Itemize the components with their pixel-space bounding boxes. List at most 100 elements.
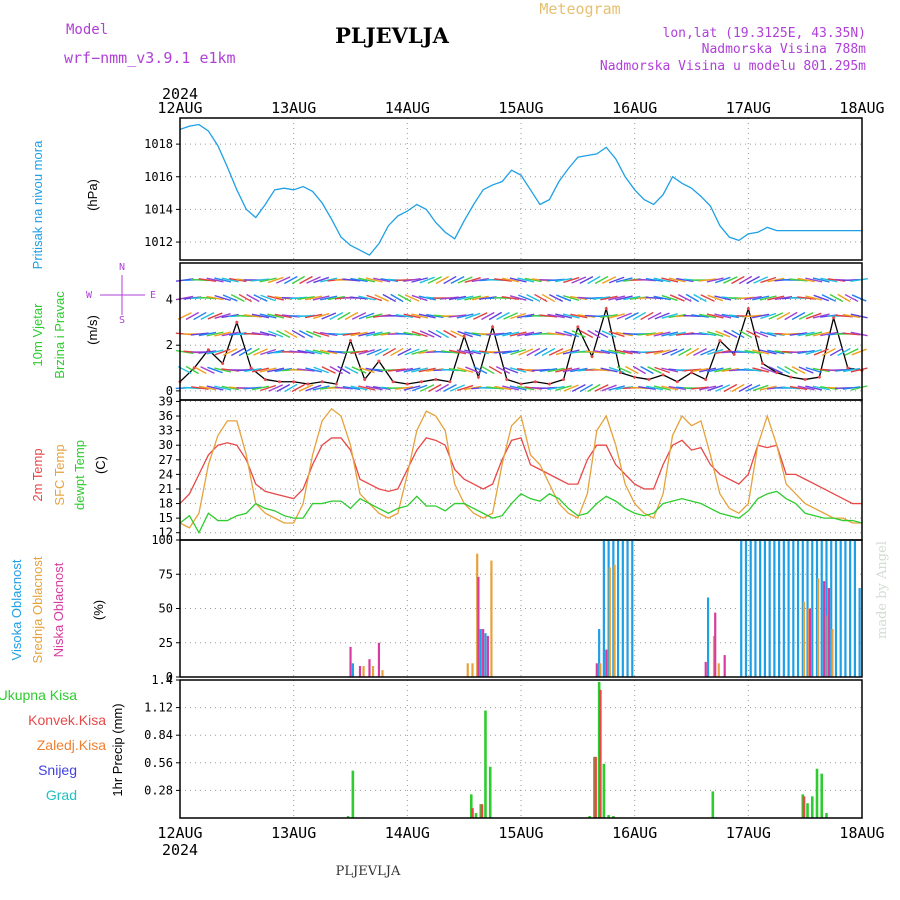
low-bar	[368, 659, 371, 677]
wind-barb	[715, 330, 731, 338]
wind-barb	[411, 349, 428, 355]
wind-label-2: Brzina i Pravac	[52, 291, 67, 379]
wind-barb	[661, 294, 678, 302]
wind-barb	[653, 331, 671, 337]
wind-barb	[435, 329, 450, 339]
wind-barb	[411, 330, 428, 338]
y-tick-label: 0.56	[144, 756, 173, 770]
wind-barb	[342, 332, 361, 336]
high-bar	[839, 540, 842, 677]
mid-bar	[490, 560, 493, 677]
wind-barb	[501, 277, 520, 283]
wind-barb	[549, 294, 564, 302]
y-tick-label: 27	[159, 453, 173, 467]
wind-point	[320, 380, 324, 384]
wind-barb	[782, 386, 800, 390]
wind-barb	[661, 331, 679, 337]
wind-barb	[539, 314, 558, 318]
y-tick-label: 0.28	[144, 783, 173, 797]
wind-barb	[640, 311, 654, 321]
wind-barb	[791, 365, 806, 375]
wind-barb	[691, 314, 709, 318]
wind-barb	[358, 349, 375, 355]
cloud-mid-label: Srednja Oblacnost	[30, 556, 45, 663]
wind-barb	[653, 385, 671, 391]
wind-barb	[752, 349, 770, 355]
wind-barb	[222, 294, 238, 302]
wind-point	[434, 377, 438, 381]
wind-barb	[419, 330, 435, 338]
y-tick-label: 0.84	[144, 728, 173, 742]
wind-barb	[443, 275, 457, 285]
wind-barb	[253, 294, 268, 302]
wind-barb	[298, 384, 314, 392]
wind-barb	[206, 385, 224, 391]
wind-barb	[555, 313, 573, 319]
wind-point	[206, 348, 210, 352]
coords-text: lon,lat (19.3125E, 43.35N)	[663, 26, 867, 41]
pressure-label: Pritisak na nivou mora	[30, 140, 45, 269]
y-tick-label: 1014	[144, 202, 173, 216]
wind-barb	[805, 277, 823, 283]
wind-point	[420, 380, 424, 384]
wind-barb	[746, 330, 761, 338]
high-bar	[787, 540, 790, 677]
wind-barb	[760, 276, 777, 284]
wind-point	[718, 339, 722, 343]
wind-barb	[321, 312, 337, 320]
panel-frame	[179, 679, 863, 819]
wind-barb	[502, 366, 519, 374]
wind-barb	[443, 383, 457, 393]
wind-barb	[457, 330, 473, 338]
temp-sfc-label: SFC Temp	[52, 444, 67, 505]
wind-barb	[837, 347, 851, 357]
wind-barb	[736, 350, 755, 354]
wind-barb	[518, 294, 534, 302]
wind-barb	[284, 383, 298, 393]
wind-barb	[253, 348, 268, 356]
wind-barb	[789, 332, 808, 336]
wind-barb	[699, 367, 717, 373]
high-bar	[616, 540, 620, 677]
high-bar	[806, 540, 809, 677]
y-tick-label: 24	[159, 467, 173, 481]
wind-barb	[207, 366, 223, 374]
low-bar	[377, 642, 381, 677]
temp-dewpt-label: dewpt Temp	[72, 440, 87, 510]
station-title: PLJEVLJA	[335, 23, 449, 48]
mid-bar	[613, 564, 616, 677]
wind-barb	[632, 311, 647, 321]
wind-barb	[721, 313, 740, 319]
wind-barb	[206, 331, 224, 337]
wind-barb	[244, 367, 262, 373]
wind-barb	[835, 368, 853, 372]
wind-barb	[798, 366, 814, 374]
wind-barb	[759, 331, 777, 337]
wind-barb	[517, 385, 535, 391]
wind-barb	[471, 349, 489, 355]
total-bar	[711, 791, 715, 818]
wind-barb	[312, 295, 330, 301]
wind-barb	[738, 275, 753, 285]
wind-barb	[844, 293, 859, 303]
wind-barb	[448, 314, 467, 318]
wind-point	[803, 377, 807, 381]
pressure-unit: (hPa)	[85, 179, 100, 211]
wind-barb	[313, 366, 329, 374]
high-bar	[631, 540, 634, 677]
conv-bar	[471, 808, 474, 818]
wind-barb	[707, 294, 723, 302]
wind-barb	[321, 366, 336, 374]
x-tick-label-bottom: 13AUG	[271, 824, 316, 842]
mid-bar	[608, 567, 611, 677]
wind-barb	[608, 276, 625, 284]
wind-barb	[441, 350, 459, 354]
wind-barb	[608, 385, 625, 391]
wind-barb	[299, 275, 313, 285]
wind-barb	[805, 312, 822, 320]
wind-barb	[450, 330, 465, 338]
wind-barb	[661, 313, 678, 319]
wind-point	[604, 307, 608, 311]
wind-barb	[464, 277, 481, 283]
wind-barb	[509, 367, 527, 373]
